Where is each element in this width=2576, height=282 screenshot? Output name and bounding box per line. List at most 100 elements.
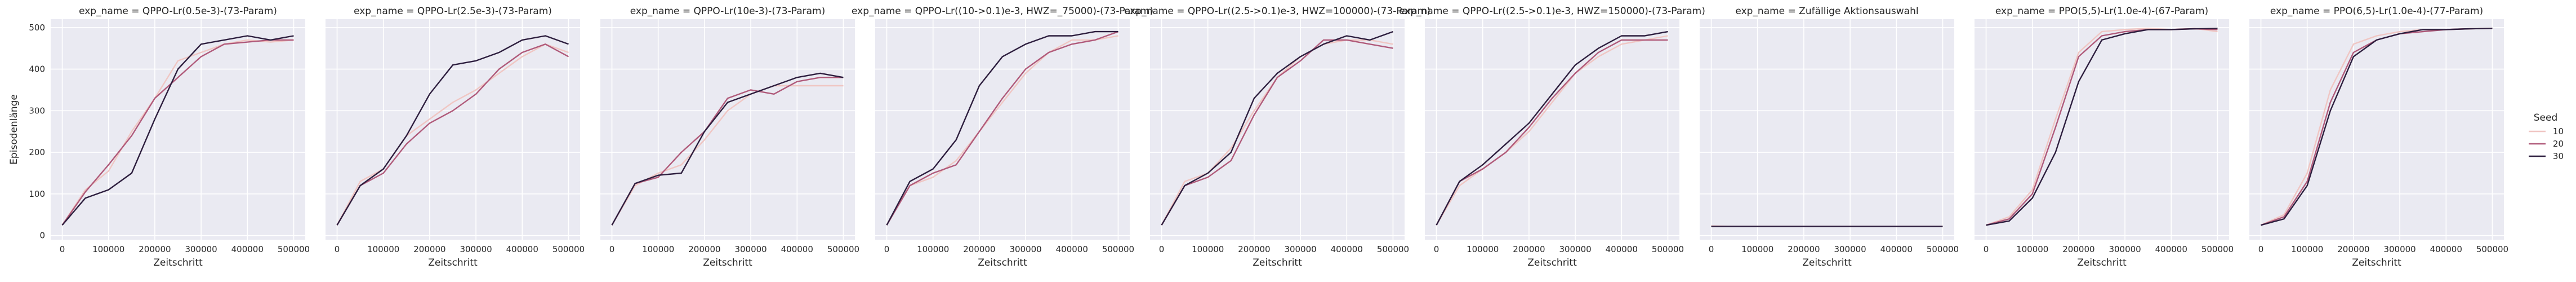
x-tick-label: 500000	[1102, 244, 1134, 254]
x-tick-label: 400000	[781, 244, 813, 254]
series-line-seed-10	[336, 43, 569, 226]
y-tick-label: 0	[39, 231, 45, 241]
plot-background	[1700, 19, 1954, 240]
x-tick-label: 0	[609, 244, 615, 254]
y-tick-label: 100	[29, 189, 45, 199]
x-tick-label: 400000	[506, 244, 538, 254]
panel-6: exp_name = QPPO-Lr((2.5->0.1)e-3, HWZ=15…	[1399, 6, 1705, 268]
legend: Seed 10 20 30	[2529, 112, 2564, 161]
panel-7: exp_name = Zufällige Aktionsauswahl 0 1000…	[1700, 6, 1959, 268]
panel-title: exp_name = Zufällige Aktionsauswahl	[1735, 6, 1918, 17]
x-tick-label: 300000	[2383, 244, 2415, 254]
plot-background	[2249, 19, 2504, 240]
panel-title: exp_name = QPPO-Lr((10->0.1)e-3, HWZ=_75…	[852, 6, 1153, 17]
x-tick-label: 400000	[2155, 244, 2187, 254]
x-tick-label: 300000	[1284, 244, 1316, 254]
panel-title: exp_name = QPPO-Lr(2.5e-3)-(73-Param)	[354, 6, 552, 17]
x-axis-label: Zeitschritt	[428, 257, 478, 268]
panel-5: exp_name = QPPO-Lr((2.5->0.1)e-3, HWZ=10…	[1124, 6, 1430, 268]
x-axis-label: Zeitschritt	[1527, 257, 1577, 268]
series-line-seed-30	[886, 30, 1118, 226]
x-axis-label: Zeitschritt	[1253, 257, 1302, 268]
x-tick-label: 200000	[1238, 244, 1270, 254]
x-tick-label: 400000	[1056, 244, 1088, 254]
series-line-seed-10	[61, 39, 294, 226]
x-tick-label: 500000	[2201, 244, 2234, 254]
x-tick-label: 300000	[2109, 244, 2141, 254]
panel-title: exp_name = PPO(5,5)-Lr(1.0e-4)-(67-Param…	[1995, 6, 2208, 17]
series-line-seed-20	[886, 30, 1118, 226]
series-line-seed-20	[611, 77, 844, 226]
y-tick-label: 200	[29, 147, 45, 157]
series-line-seed-30	[336, 35, 569, 226]
plot-background	[326, 19, 580, 240]
panel-title: exp_name = PPO(6,5)-Lr(1.0e-4)-(77-Param…	[2270, 6, 2483, 17]
x-tick-label: 200000	[1788, 244, 1820, 254]
x-tick-label: 100000	[1192, 244, 1224, 254]
x-tick-label: 200000	[1513, 244, 1545, 254]
x-axis-label: Zeitschritt	[153, 257, 203, 268]
x-tick-label: 100000	[1467, 244, 1499, 254]
series-line-seed-30	[2261, 28, 2493, 226]
x-tick-label: 100000	[1741, 244, 1773, 254]
x-tick-label: 0	[884, 244, 890, 254]
series-line-seed-10	[886, 35, 1118, 226]
series-line-seed-20	[1436, 39, 1668, 226]
x-tick-label: 200000	[413, 244, 445, 254]
legend-label-30: 30	[2553, 151, 2564, 161]
x-tick-label: 100000	[92, 244, 124, 254]
series-line-seed-20	[1161, 39, 1393, 226]
x-axis-label: Zeitschritt	[2077, 257, 2127, 268]
panel-title: exp_name = QPPO-Lr((2.5->0.1)e-3, HWZ=15…	[1399, 6, 1705, 17]
series-line-seed-20	[61, 39, 294, 226]
x-tick-label: 0	[1434, 244, 1439, 254]
x-tick-label: 500000	[827, 244, 859, 254]
x-tick-label: 200000	[2062, 244, 2094, 254]
x-tick-label: 500000	[2476, 244, 2508, 254]
x-tick-label: 300000	[1559, 244, 1591, 254]
x-tick-label: 100000	[367, 244, 399, 254]
plot-background	[1425, 19, 1679, 240]
plot-background	[1150, 19, 1405, 240]
x-tick-label: 500000	[1377, 244, 1409, 254]
series-line-seed-20	[336, 43, 569, 226]
x-axis-label: Zeitschritt	[2352, 257, 2401, 268]
panel-title: exp_name = QPPO-Lr(0.5e-3)-(73-Param)	[79, 6, 277, 17]
series-line-seed-30	[1161, 30, 1393, 226]
panel-title: exp_name = QPPO-Lr(10e-3)-(73-Param)	[630, 6, 825, 17]
legend-label-20: 20	[2553, 139, 2564, 149]
panel-9: exp_name = PPO(6,5)-Lr(1.0e-4)-(77-Param…	[2249, 6, 2508, 268]
x-tick-label: 300000	[460, 244, 492, 254]
legend-label-10: 10	[2553, 126, 2564, 136]
x-tick-label: 200000	[139, 244, 171, 254]
panel-8: exp_name = PPO(5,5)-Lr(1.0e-4)-(67-Param…	[1975, 6, 2234, 268]
x-tick-label: 300000	[734, 244, 766, 254]
panel-title: exp_name = QPPO-Lr((2.5->0.1)e-3, HWZ=10…	[1124, 6, 1430, 17]
x-tick-label: 300000	[185, 244, 217, 254]
panel-3: exp_name = QPPO-Lr(10e-3)-(73-Param) 0 100…	[600, 6, 859, 268]
plot-background	[1975, 19, 2229, 240]
x-tick-label: 200000	[963, 244, 995, 254]
x-tick-label: 400000	[2430, 244, 2462, 254]
panel-1: exp_name = QPPO-Lr(0.5e-3)-(73-Param) 0 10…	[8, 6, 310, 268]
legend-title: Seed	[2534, 112, 2558, 124]
x-tick-label: 0	[1709, 244, 1714, 254]
x-tick-label: 0	[335, 244, 340, 254]
series-line-seed-10	[1436, 35, 1668, 226]
x-tick-label: 400000	[1606, 244, 1638, 254]
x-tick-label: 400000	[231, 244, 264, 254]
x-tick-label: 100000	[2291, 244, 2323, 254]
panel-2: exp_name = QPPO-Lr(2.5e-3)-(73-Param) 0 10…	[326, 6, 585, 268]
series-line-seed-30	[1986, 28, 2218, 226]
x-axis-label: Zeitschritt	[703, 257, 752, 268]
x-tick-label: 500000	[1652, 244, 1684, 254]
panel-4: exp_name = QPPO-Lr((10->0.1)e-3, HWZ=_75…	[852, 6, 1153, 268]
x-tick-label: 500000	[552, 244, 585, 254]
x-tick-label: 500000	[278, 244, 310, 254]
x-tick-label: 200000	[2337, 244, 2369, 254]
x-axis-label: Zeitschritt	[978, 257, 1027, 268]
x-tick-label: 0	[1984, 244, 1989, 254]
y-tick-label: 400	[29, 64, 45, 74]
series-line-seed-30	[1436, 30, 1668, 226]
